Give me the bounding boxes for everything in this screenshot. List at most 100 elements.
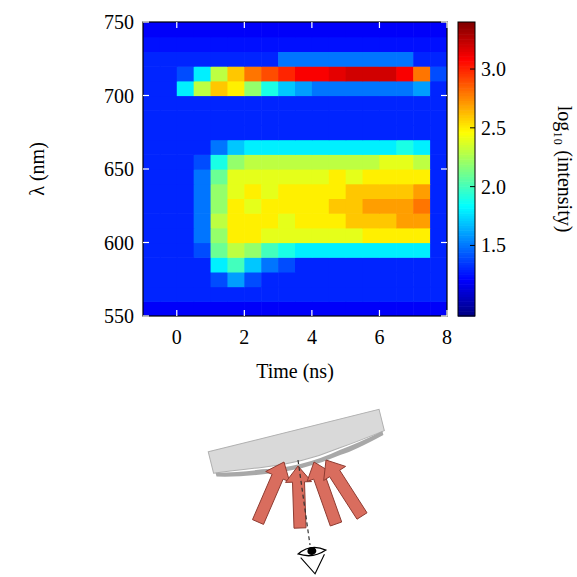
heatmap-cell	[396, 198, 413, 213]
heatmap-cell	[211, 51, 228, 66]
heatmap-cell	[379, 66, 396, 81]
heatmap-cell	[430, 198, 447, 213]
heatmap-cell	[194, 213, 211, 228]
heatmap-cell	[227, 287, 244, 302]
heatmap-cell	[295, 287, 312, 302]
heatmap-cell	[295, 140, 312, 155]
heatmap-cell	[244, 51, 261, 66]
heatmap-cell	[312, 22, 329, 37]
heatmap-cell	[346, 301, 363, 316]
heatmap-cell	[143, 213, 160, 228]
heatmap-cell	[244, 81, 261, 96]
heatmap-cell	[160, 243, 177, 258]
heatmap-cell	[160, 125, 177, 140]
heatmap-cell	[211, 213, 228, 228]
heatmap-cell	[329, 243, 346, 258]
heatmap-cell	[413, 22, 430, 37]
laser-arrow	[286, 466, 312, 528]
x-tick-top	[446, 22, 447, 28]
heatmap-cell	[379, 110, 396, 125]
heatmap-cell	[278, 37, 295, 52]
heatmap-cell	[346, 272, 363, 287]
heatmap-cell	[413, 243, 430, 258]
heatmap-cell	[261, 169, 278, 184]
heatmap-cell	[143, 228, 160, 243]
heatmap-cell	[396, 37, 413, 52]
heatmap-cell	[346, 110, 363, 125]
heatmap-cell	[346, 243, 363, 258]
y-tick-right	[441, 168, 447, 169]
heatmap-cell	[211, 81, 228, 96]
y-tick	[143, 315, 149, 316]
heatmap-cell	[430, 301, 447, 316]
heatmap-cell	[278, 198, 295, 213]
heatmap-cell	[194, 257, 211, 272]
heatmap-cell	[346, 184, 363, 199]
heatmap-cell	[396, 169, 413, 184]
colorbar-tick	[470, 245, 475, 246]
heatmap-cell	[177, 243, 194, 258]
heatmap-cell	[278, 51, 295, 66]
heatmap-cell	[194, 198, 211, 213]
heatmap-cell	[295, 301, 312, 316]
heatmap-cell	[413, 184, 430, 199]
y-tick-right	[441, 242, 447, 243]
y-tick	[143, 242, 149, 243]
heatmap-cell	[413, 301, 430, 316]
heatmap-cell	[413, 51, 430, 66]
heatmap-cell	[244, 213, 261, 228]
heatmap-cell	[143, 140, 160, 155]
heatmap-cell	[430, 140, 447, 155]
heatmap-cell	[363, 169, 380, 184]
heatmap-cell	[379, 22, 396, 37]
heatmap-cell	[227, 272, 244, 287]
heatmap-cell	[413, 154, 430, 169]
heatmap-cell	[244, 228, 261, 243]
heatmap-cell	[346, 51, 363, 66]
heatmap-cell	[346, 257, 363, 272]
heatmap-cell	[295, 213, 312, 228]
heatmap-cell	[329, 37, 346, 52]
heatmap-cell	[261, 140, 278, 155]
heatmap-cell	[160, 257, 177, 272]
heatmap-cell	[261, 228, 278, 243]
heatmap-cell	[143, 169, 160, 184]
heatmap-cell	[413, 66, 430, 81]
heatmap-cell	[227, 184, 244, 199]
heatmap-cell	[244, 184, 261, 199]
heatmap-cell	[295, 154, 312, 169]
heatmap-cell	[379, 287, 396, 302]
heatmap-cell	[329, 287, 346, 302]
heatmap-cell	[278, 110, 295, 125]
heatmap-cell	[244, 96, 261, 111]
heatmap-cell	[346, 198, 363, 213]
heatmap-cell	[194, 110, 211, 125]
heatmap-cell	[177, 22, 194, 37]
y-tick	[143, 95, 149, 96]
heatmap-cell	[329, 228, 346, 243]
heatmap-cell	[430, 66, 447, 81]
heatmap-cell	[295, 257, 312, 272]
heatmap-cell	[396, 184, 413, 199]
heatmap-cell	[227, 213, 244, 228]
heatmap-cell	[329, 184, 346, 199]
x-tick-label: 6	[374, 326, 384, 348]
heatmap-cell	[261, 243, 278, 258]
colorbar-tick-label: 2.5	[481, 117, 506, 139]
heatmap-cell	[244, 22, 261, 37]
heatmap-cell	[211, 125, 228, 140]
heatmap-cell	[379, 140, 396, 155]
heatmap-cell	[194, 51, 211, 66]
heatmap-cell	[211, 22, 228, 37]
heatmap-cell	[363, 154, 380, 169]
heatmap-cell	[194, 301, 211, 316]
heatmap-cell	[177, 213, 194, 228]
heatmap-cell	[211, 198, 228, 213]
heatmap-cell	[430, 228, 447, 243]
heatmap-cell	[261, 184, 278, 199]
heatmap-cell	[379, 96, 396, 111]
heatmap-cell	[177, 169, 194, 184]
heatmap-cell	[329, 66, 346, 81]
heatmap-cell	[379, 125, 396, 140]
heatmap-cell	[413, 96, 430, 111]
